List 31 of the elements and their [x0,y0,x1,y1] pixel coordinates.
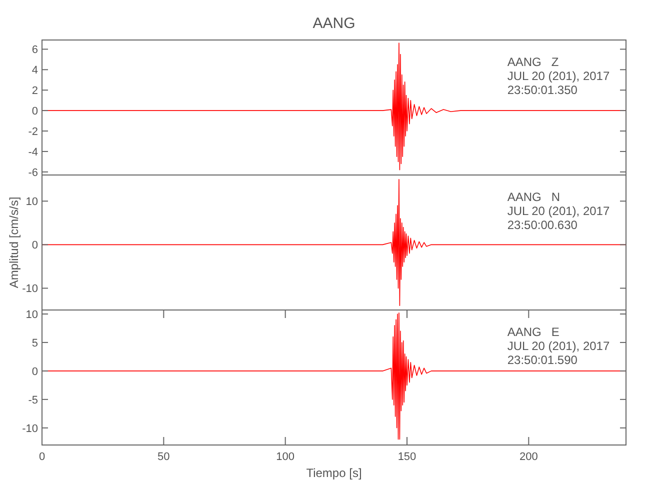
y-tick-label: 10 [26,308,38,321]
y-tick-label: 5 [32,337,38,350]
annotation: JUL 20 (201), 2017 [507,204,610,218]
x-tick-label: 100 [276,451,295,463]
x-axis-title: Tiempo [s] [306,466,362,480]
annotation: JUL 20 (201), 2017 [507,339,610,353]
x-tick-label: 200 [519,451,538,463]
y-tick-label: 0 [32,240,38,252]
y-tick-label: 4 [32,64,38,77]
y-tick-label: 2 [32,84,38,97]
x-tick-label: 150 [398,451,416,463]
y-tick-label: -6 [28,166,38,179]
annotation: 23:50:01.590 [507,353,578,367]
x-tick-label: 50 [158,451,170,463]
y-tick-label: -5 [28,394,38,406]
annotation: AANG E [507,325,560,339]
y-tick-label: 10 [26,196,38,208]
y-tick-label: 0 [32,366,38,378]
y-tick-label: 0 [32,105,38,118]
y-tick-label: -2 [28,126,38,138]
y-axis-title: Amplitud [cm/s/s] [7,196,21,288]
annotation: AANG N [507,190,560,204]
annotation: JUL 20 (201), 2017 [507,69,610,83]
annotation: 23:50:01.350 [507,83,578,97]
annotation: 23:50:00.630 [507,218,578,232]
chart-title: AANG [312,15,356,32]
annotation: AANG Z [507,55,559,69]
y-tick-label: 6 [32,44,38,56]
y-tick-label: -10 [22,422,38,435]
y-tick-label: -10 [22,283,38,296]
y-tick-label: -4 [28,146,38,158]
